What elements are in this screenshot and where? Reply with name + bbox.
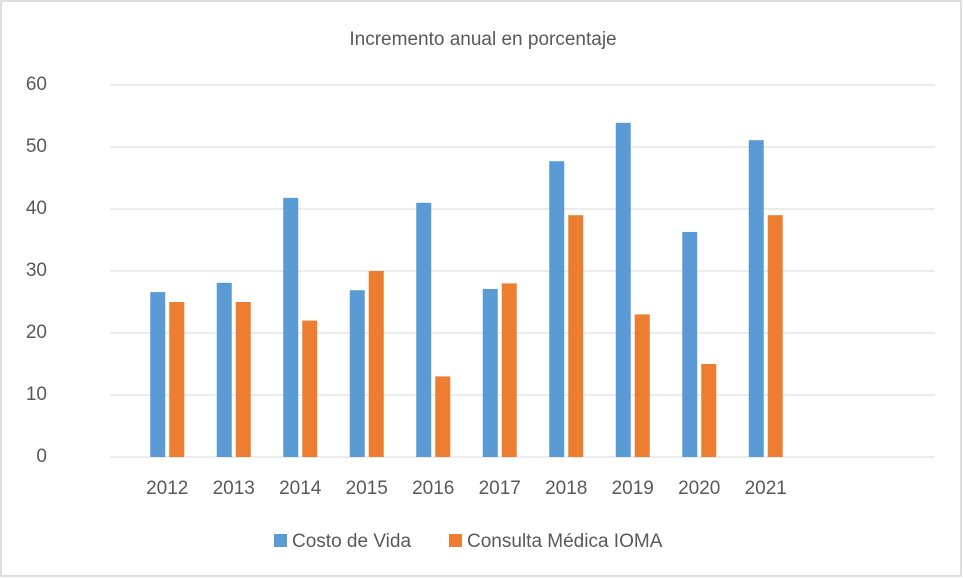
bar: [501, 283, 517, 457]
y-tick-label: 50: [26, 136, 47, 157]
bar: [482, 288, 498, 457]
y-tick-label: 10: [26, 384, 47, 405]
x-tick-label: 2015: [346, 478, 388, 499]
x-tick-label: 2012: [146, 478, 188, 499]
y-tick-label: 20: [26, 322, 47, 343]
legend-label: Consulta Médica IOMA: [467, 531, 663, 552]
legend-swatch: [274, 534, 287, 547]
y-tick-label: 30: [26, 260, 47, 281]
legend-label: Costo de Vida: [292, 531, 411, 552]
chart-title: Incremento anual en porcentaje: [349, 29, 616, 50]
bar: [767, 215, 783, 457]
x-tick-label: 2018: [545, 478, 587, 499]
bar: [169, 302, 185, 457]
bar: [682, 231, 698, 457]
x-tick-label: 2014: [279, 478, 322, 499]
bar: [435, 376, 451, 457]
y-tick-label: 40: [26, 198, 47, 219]
x-tick-label: 2020: [678, 478, 720, 499]
bar: [235, 302, 251, 457]
bar: [568, 215, 584, 457]
bar: [549, 161, 565, 457]
bar: [368, 271, 384, 457]
x-tick-label: 2013: [213, 478, 255, 499]
legend-swatch: [449, 534, 463, 547]
x-tick-label: 2016: [412, 478, 454, 499]
bar: [634, 314, 650, 457]
bar: [416, 202, 432, 457]
bar: [701, 364, 717, 457]
x-tick-label: 2019: [612, 478, 654, 499]
bar: [302, 320, 318, 457]
y-tick-label: 0: [36, 446, 47, 467]
x-tick-label: 2017: [479, 478, 521, 499]
bar: [349, 290, 365, 457]
bar: [748, 140, 764, 457]
x-tick-label: 2021: [745, 478, 787, 499]
y-tick-label: 60: [26, 74, 47, 95]
bar: [150, 292, 166, 457]
bar: [283, 197, 299, 457]
bar: [615, 122, 631, 457]
bar: [216, 282, 232, 457]
